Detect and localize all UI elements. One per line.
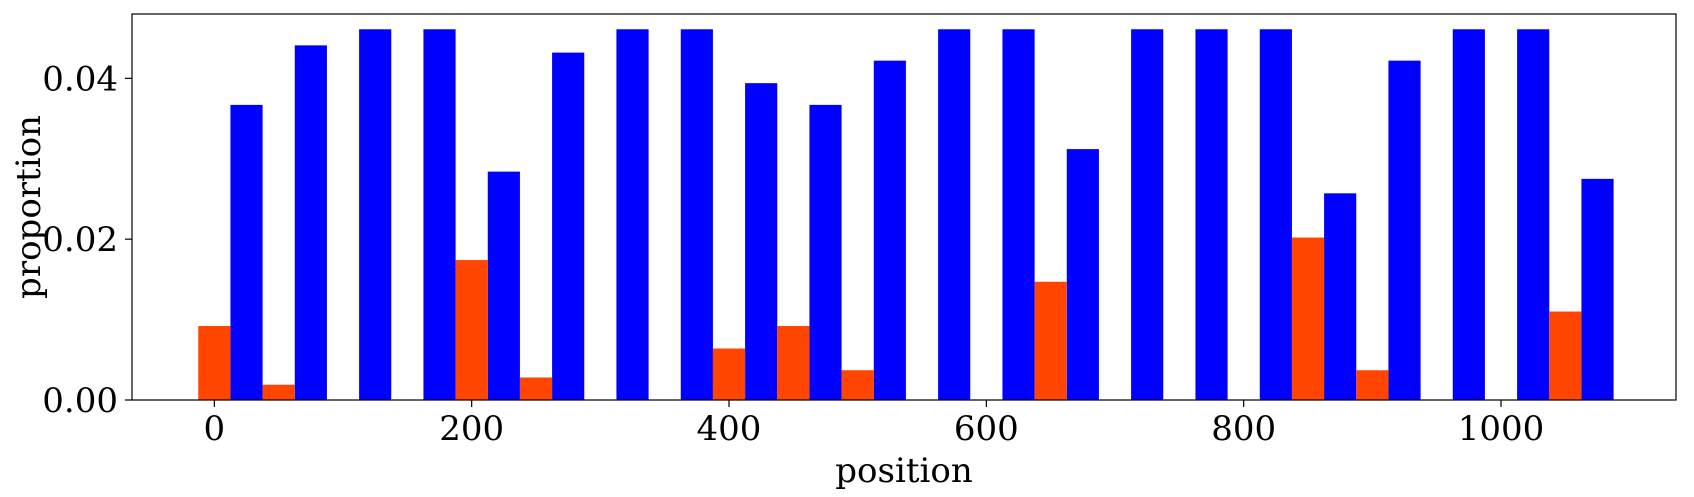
x-axis: 0 200 400 600 800 1000 [204, 400, 1545, 449]
bar-series-2-x-900 [1356, 370, 1389, 400]
bar-series-1-x-675 [1066, 149, 1099, 400]
bar-series-1-x-175 [423, 29, 456, 400]
bar-series-1-x-375 [680, 29, 713, 400]
bar-series-1-x-825 [1259, 29, 1292, 400]
bar-series-1-x-125 [359, 29, 392, 400]
x-tick-label: 1000 [1458, 409, 1545, 449]
bar-series-2-x-650 [1034, 281, 1067, 400]
bar-series-2-x-200 [455, 260, 488, 400]
bar-series-2-x-50 [262, 384, 295, 400]
x-tick-label: 400 [697, 409, 762, 449]
bar-series-2-x-250 [519, 377, 553, 400]
bar-series-1-x-225 [487, 171, 520, 400]
bar-series-1-x-775 [1195, 29, 1228, 400]
bar-series-2-x-850 [1291, 237, 1325, 400]
y-tick-label: 0.00 [42, 381, 118, 421]
x-axis-label: position [835, 451, 972, 491]
x-tick-label: 200 [439, 409, 504, 449]
bar-series-2-x-400 [712, 348, 746, 400]
bar-series-1-x-425 [745, 83, 778, 401]
y-axis: 0.00 0.02 0.04 [42, 59, 132, 421]
bar-series-1-x-325 [616, 29, 649, 400]
bars-group [198, 29, 1614, 401]
bar-series-1-x-975 [1452, 29, 1485, 400]
bar-series-1-x-475 [809, 104, 842, 400]
y-tick-label: 0.02 [42, 220, 118, 260]
x-tick-label: 0 [204, 409, 226, 449]
x-tick-label: 600 [954, 409, 1019, 449]
bar-series-1-x-25 [230, 104, 263, 400]
bar-series-1-x-525 [873, 60, 906, 401]
bar-series-2-x-500 [841, 370, 874, 400]
bar-series-1-x-575 [938, 29, 971, 400]
plot-frame [131, 13, 1677, 401]
x-tick-label: 800 [1211, 409, 1276, 449]
bar-series-2-x-0 [198, 326, 231, 400]
bar-series-2-x-1050 [1549, 311, 1582, 400]
bar-series-1-x-1075 [1581, 178, 1614, 400]
bar-series-1-x-75 [294, 45, 327, 401]
bar-series-2-x-450 [777, 326, 810, 400]
bar-series-1-x-875 [1324, 193, 1357, 400]
bar-series-1-x-725 [1131, 29, 1164, 400]
y-axis-label: proportion [9, 115, 49, 299]
bar-series-1-x-275 [552, 52, 585, 400]
y-tick-label: 0.04 [42, 59, 118, 99]
bar-series-1-x-925 [1388, 60, 1421, 401]
bar-series-1-x-1025 [1517, 29, 1550, 400]
bar-series-1-x-625 [1002, 29, 1035, 400]
